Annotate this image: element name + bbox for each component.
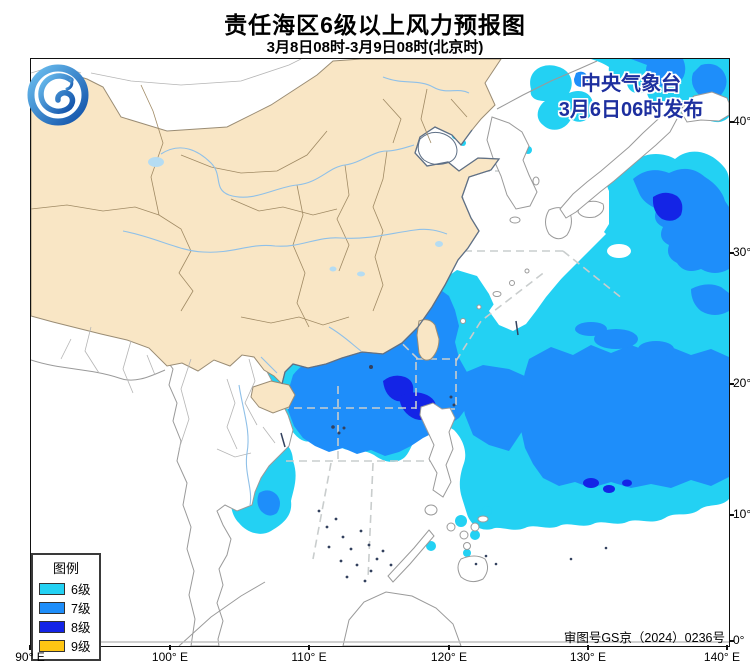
- level7-swatch: [39, 601, 65, 614]
- lon-tick: [169, 645, 171, 650]
- lat-tick: [729, 514, 734, 516]
- lon-tick: [448, 645, 450, 650]
- legend-row-level9: 9级: [33, 636, 99, 655]
- lon-label-140e: 140° E: [703, 650, 741, 664]
- legend-row-level8: 8级: [33, 617, 99, 636]
- foreign-land: [31, 60, 729, 646]
- map-approval-number: 审图号GS京（2024）0236号: [563, 631, 725, 645]
- lon-tick: [29, 645, 31, 650]
- lon-label-110e: 110° E: [291, 650, 327, 664]
- map-frame: 中央气象台 3月6日06时发布 图例 6级 7级 8: [27, 58, 730, 661]
- sea-zone-boundaries: [281, 170, 624, 580]
- island-dashes: [280, 320, 519, 448]
- level8-swatch: [39, 620, 65, 633]
- lakes: [148, 157, 443, 277]
- level6-swatch: [39, 582, 65, 595]
- lon-label-120e: 120° E: [430, 650, 468, 664]
- lat-tick: [729, 640, 734, 642]
- calm-sea-wedge: [489, 199, 631, 331]
- lon-tick: [587, 645, 589, 650]
- lat-tick: [729, 252, 734, 254]
- lon-tick: [726, 645, 728, 650]
- issuer-time: 3月6日06时发布: [558, 99, 704, 121]
- lat-tick: [729, 383, 734, 385]
- lon-label-90e: 90° E: [15, 650, 45, 664]
- lat-label-30n: 30° N: [733, 245, 750, 259]
- lat-label-0: 0°: [733, 633, 745, 647]
- legend-box: 图例 6级 7级 8级: [31, 553, 101, 661]
- level9-swatch: [39, 639, 65, 652]
- lon-label-130e: 130° E: [569, 650, 607, 664]
- foreign-borders: [31, 59, 302, 458]
- legend-title: 图例: [52, 561, 79, 576]
- lat-label-40n: 40° N: [733, 114, 750, 128]
- issuer-agency: 中央气象台: [581, 73, 681, 95]
- province-borders: [31, 84, 468, 328]
- cma-logo-icon: [27, 64, 89, 126]
- lat-tick: [729, 121, 734, 123]
- issuer-block: 中央气象台 3月6日06时发布: [511, 71, 750, 123]
- lat-label-10n: 10° N: [733, 507, 750, 521]
- lon-label-100e: 100° E: [151, 650, 189, 664]
- rivers: [122, 76, 470, 506]
- legend-row-level7: 7级: [33, 598, 99, 617]
- china-coastline: [281, 126, 501, 385]
- legend-row-level6: 6级: [33, 579, 99, 598]
- island-markers: [317, 365, 608, 583]
- legend-label-level8: 8级: [71, 621, 91, 635]
- legend-label-level9: 9级: [71, 640, 91, 654]
- page-title: 责任海区6级以上风力预报图: [224, 12, 526, 38]
- page-subtitle: 3月8日08时-3月9日08时(北京时): [266, 39, 484, 56]
- legend-label-level7: 7级: [71, 602, 91, 616]
- lat-label-20n: 20° N: [733, 376, 750, 390]
- bohai-sea: [417, 131, 458, 165]
- forecast-map: [31, 59, 729, 646]
- lon-tick: [308, 645, 310, 650]
- legend-label-level6: 6级: [71, 583, 91, 597]
